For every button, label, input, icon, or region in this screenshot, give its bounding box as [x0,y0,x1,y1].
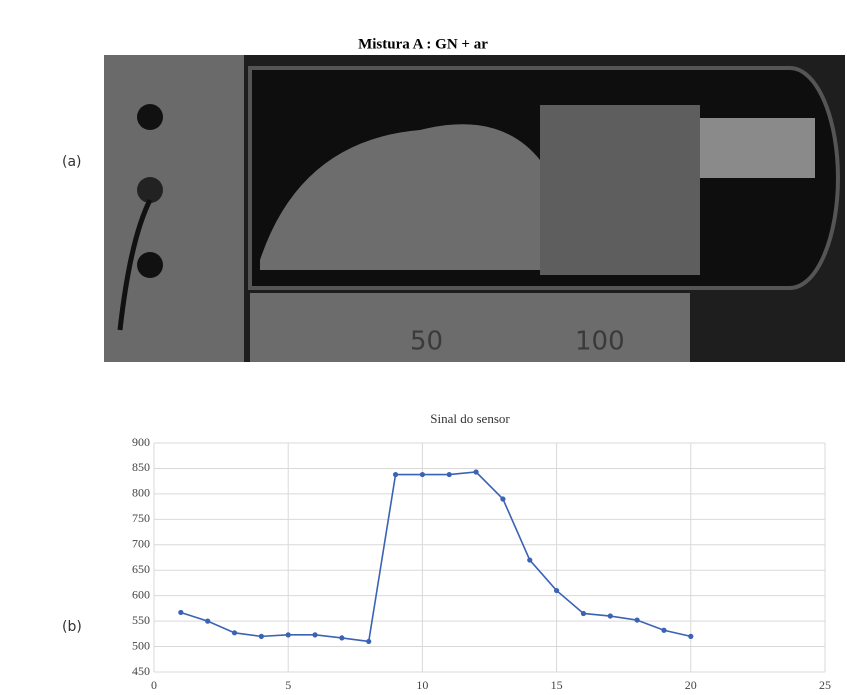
photo: 50 100 [104,55,845,362]
data-line [181,472,691,641]
y-tick-label: 600 [132,587,150,601]
data-point [661,628,666,633]
data-point [447,472,452,477]
data-point [393,472,398,477]
data-point [608,613,613,618]
y-tick-label: 650 [132,562,150,576]
data-point [527,557,532,562]
y-tick-label: 500 [132,638,150,652]
data-point [312,632,317,637]
x-tick-label: 10 [416,678,428,692]
data-point [635,617,640,622]
y-tick-label: 700 [132,537,150,551]
data-point [500,496,505,501]
x-tick-label: 15 [551,678,563,692]
x-tick-label: 0 [151,678,157,692]
y-tick-label: 750 [132,511,150,525]
panel-label: (a) [62,154,82,170]
x-tick-label: 20 [685,678,697,692]
data-point [286,632,291,637]
chart-title: Sinal do sensor [430,411,510,426]
figure-title: Mistura A : GN + ar [358,36,488,52]
data-point [205,619,210,624]
panel-label: (b) [62,619,82,635]
y-tick-label: 800 [132,486,150,500]
photo-scale-label: 50 [410,327,443,357]
data-point [554,588,559,593]
data-point [688,634,693,639]
x-tick-label: 25 [819,678,831,692]
photo-scale-label: 100 [575,327,625,357]
data-point [581,611,586,616]
figure: Mistura A : GN + ar (a) (b) 50 100 Sinal… [0,0,847,695]
y-tick-label: 900 [132,435,150,449]
data-point [178,610,183,615]
data-point [259,634,264,639]
data-point [339,635,344,640]
data-point [420,472,425,477]
x-tick-label: 5 [285,678,291,692]
data-point [366,639,371,644]
y-tick-label: 550 [132,613,150,627]
data-point [473,469,478,474]
y-tick-label: 850 [132,460,150,474]
y-tick-label: 450 [132,664,150,678]
data-point [232,630,237,635]
